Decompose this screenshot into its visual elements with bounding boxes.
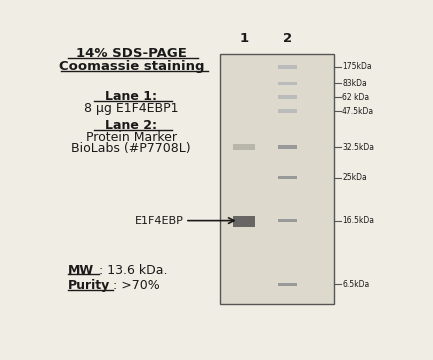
Text: Lane 2:: Lane 2: (105, 120, 157, 132)
Text: 6.5kDa: 6.5kDa (342, 280, 369, 289)
Text: 83kDa: 83kDa (342, 79, 367, 88)
Text: Lane 1:: Lane 1: (105, 90, 157, 103)
Text: 62 kDa: 62 kDa (342, 93, 369, 102)
Bar (278, 219, 297, 222)
Text: Coomassie staining: Coomassie staining (58, 60, 204, 73)
Text: : >70%: : >70% (113, 279, 160, 292)
Text: MW: MW (68, 264, 94, 276)
Text: : 13.6 kDa.: : 13.6 kDa. (100, 264, 168, 276)
Text: 2: 2 (283, 32, 292, 45)
Bar (278, 283, 297, 286)
Text: 32.5kDa: 32.5kDa (342, 143, 374, 152)
Text: E1F4EBP: E1F4EBP (134, 216, 183, 226)
Bar (233, 216, 255, 227)
Bar (233, 144, 255, 150)
Bar (278, 176, 297, 179)
Text: 25kDa: 25kDa (342, 173, 367, 182)
Bar (278, 82, 297, 85)
Text: 8 μg E1F4EBP1: 8 μg E1F4EBP1 (84, 102, 178, 115)
Bar (278, 95, 297, 99)
Text: 47.5kDa: 47.5kDa (342, 107, 374, 116)
Text: 16.5kDa: 16.5kDa (342, 216, 374, 225)
Bar (278, 65, 297, 68)
Text: BioLabs (#P7708L): BioLabs (#P7708L) (71, 142, 191, 155)
Text: 1: 1 (239, 32, 248, 45)
Text: Protein Marker: Protein Marker (86, 131, 177, 144)
Text: Purity: Purity (68, 279, 110, 292)
Bar (220, 54, 334, 304)
Text: 175kDa: 175kDa (342, 62, 372, 71)
Bar (278, 145, 297, 149)
Text: 14% SDS-PAGE: 14% SDS-PAGE (76, 48, 187, 60)
Bar (278, 109, 297, 113)
